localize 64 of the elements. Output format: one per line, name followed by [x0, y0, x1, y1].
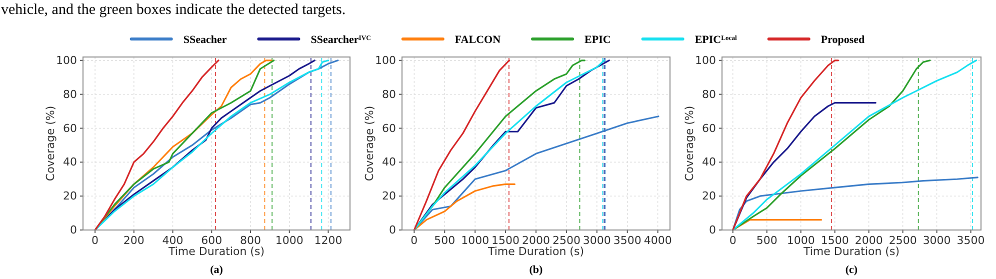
text: vehicle, and the green boxes indicate the detected targets. — [1, 2, 346, 18]
y-tick-label: 0 — [389, 224, 396, 237]
legend-label: EPIC$^{Local}$ — [694, 34, 738, 46]
x-tick-label: 0 — [729, 234, 736, 247]
y-tick-label: 80 — [63, 88, 77, 101]
x-tick-label: 1500 — [492, 234, 520, 247]
x-tick-label: 1000 — [275, 234, 304, 247]
text: (a) — [210, 264, 224, 276]
y-tick-label: 20 — [702, 190, 716, 203]
y-tick-label: 40 — [702, 156, 716, 169]
y-tick-label: 20 — [382, 190, 396, 203]
x-axis-title: Time Duration (s) — [167, 245, 265, 258]
text: (c) — [845, 264, 858, 276]
line-series — [413, 183, 516, 231]
line-series — [413, 60, 510, 231]
x-tick-label: 400 — [162, 234, 184, 247]
y-tick-label: 100 — [695, 54, 716, 67]
legend-label: SSeacher — [183, 34, 227, 46]
x-tick-label: 2500 — [552, 234, 580, 247]
text: (b) — [529, 264, 544, 276]
x-tick-label: 1200 — [314, 234, 342, 247]
x-tick-label: 1000 — [461, 234, 490, 247]
y-tick-label: 40 — [63, 156, 77, 169]
y-tick-label: 100 — [375, 54, 396, 67]
y-tick-label: 80 — [702, 88, 716, 101]
y-axis-title: Coverage (%) — [683, 106, 696, 182]
line-series — [94, 60, 220, 231]
y-tick-label: 100 — [56, 54, 77, 67]
y-tick-label: 60 — [63, 122, 77, 135]
legend-label: SSearcher$^{IVC}$ — [310, 34, 372, 46]
x-tick-label: 600 — [201, 234, 222, 247]
y-tick-label: 0 — [70, 224, 77, 237]
x-axis-title: Time Duration (s) — [802, 245, 900, 258]
y-tick-label: 40 — [382, 156, 396, 169]
line-series — [732, 60, 840, 231]
x-tick-label: 4000 — [644, 234, 672, 247]
legend-label: EPIC — [584, 34, 611, 46]
x-tick-label: 800 — [240, 234, 262, 247]
x-tick-label: 0 — [92, 234, 99, 247]
line-series — [732, 60, 978, 231]
legend-label: Proposed — [820, 34, 865, 46]
y-axis-title: Coverage (%) — [44, 106, 57, 182]
x-tick-label: 3500 — [956, 234, 985, 247]
x-tick-label: 3500 — [613, 234, 642, 247]
y-tick-label: 80 — [382, 88, 396, 101]
x-tick-label: 500 — [756, 234, 778, 247]
x-axis-title: Time Duration (s) — [486, 245, 584, 258]
x-tick-label: 2500 — [888, 234, 917, 247]
x-tick-label: 2000 — [522, 234, 550, 247]
x-tick-label: 3000 — [922, 234, 951, 247]
x-tick-label: 0 — [410, 234, 418, 247]
x-tick-label: 1000 — [786, 234, 815, 247]
y-tick-label: 60 — [382, 122, 396, 135]
y-tick-label: 20 — [63, 190, 77, 203]
x-tick-label: 200 — [123, 234, 144, 247]
y-tick-label: 60 — [702, 122, 716, 135]
x-tick-label: 3000 — [582, 234, 611, 247]
legend-label: FALCON — [454, 34, 501, 46]
y-axis-title: Coverage (%) — [363, 106, 376, 182]
x-tick-label: 1500 — [820, 234, 849, 247]
line-series — [732, 60, 931, 231]
y-tick-label: 0 — [709, 224, 716, 237]
x-tick-label: 2000 — [854, 234, 883, 247]
x-tick-label: 500 — [434, 234, 456, 247]
